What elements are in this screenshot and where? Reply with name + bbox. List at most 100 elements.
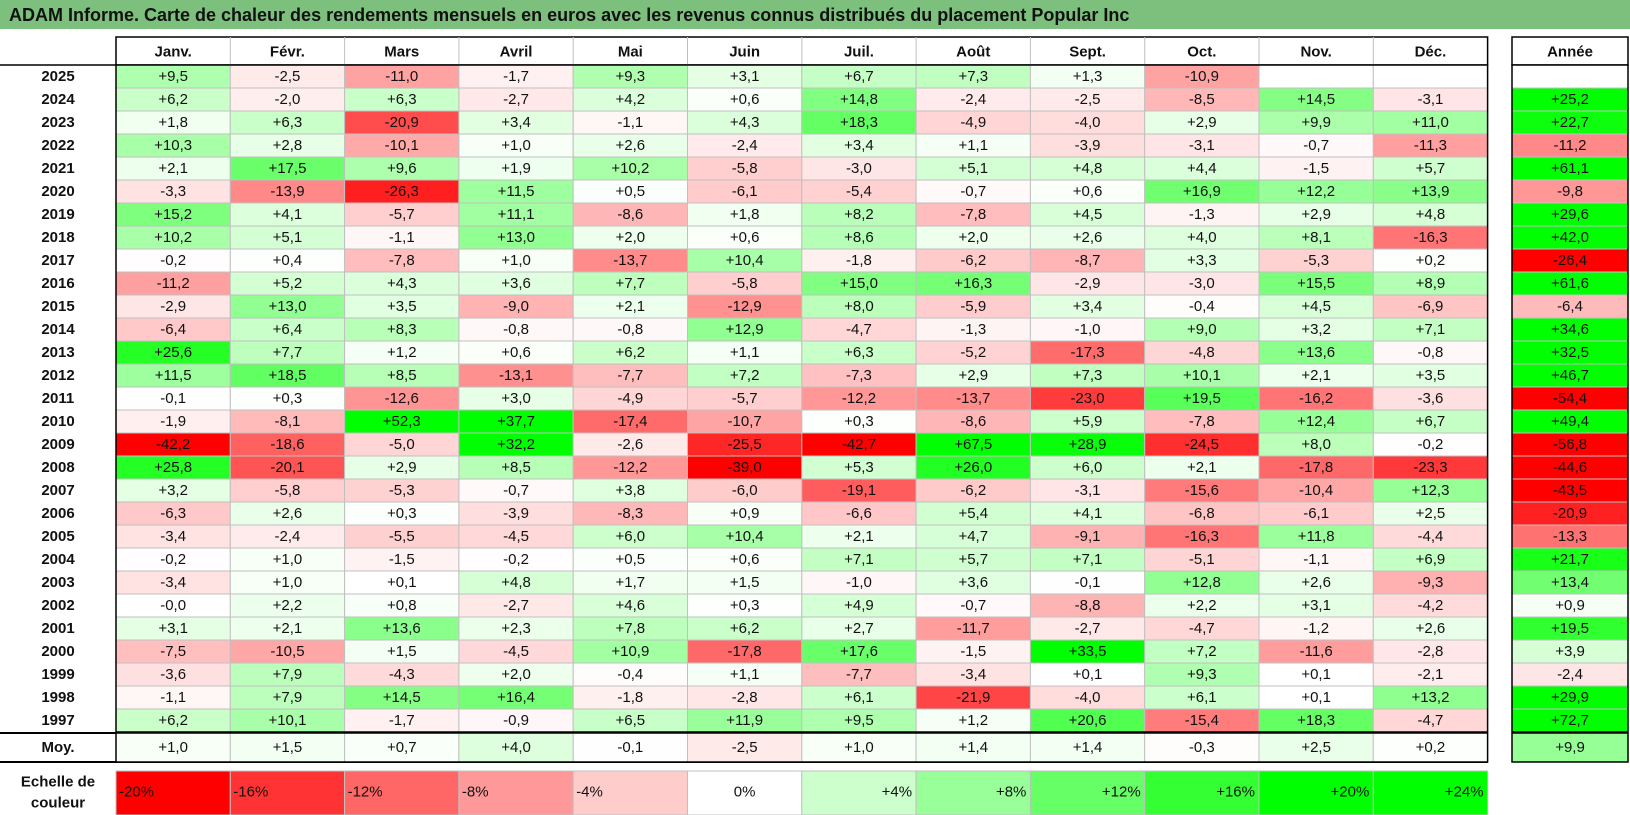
cell-value: -23,0 bbox=[1070, 390, 1104, 407]
cell-value: -1,9 bbox=[160, 413, 186, 430]
cell-value: +11,1 bbox=[498, 206, 535, 223]
year-label: 2017 bbox=[41, 252, 74, 269]
cell-value: -1,5 bbox=[389, 551, 415, 568]
month-header-0: Janv. bbox=[155, 44, 192, 61]
cell-value: +2,0 bbox=[616, 229, 646, 246]
cell-value: +0,2 bbox=[1416, 252, 1446, 269]
cell-value: -8,3 bbox=[617, 505, 643, 522]
cell-value: -2,5 bbox=[275, 68, 301, 85]
cell-value: -7,8 bbox=[389, 252, 415, 269]
cell-value: -3,4 bbox=[160, 574, 186, 591]
cell-value: +0,6 bbox=[1073, 183, 1103, 200]
avg-cell bbox=[1144, 732, 1260, 763]
cell-value: -4,4 bbox=[1418, 528, 1444, 545]
year-label: 2021 bbox=[41, 160, 74, 177]
annual-value: +21,7 bbox=[1551, 551, 1589, 568]
cell-value: +2,1 bbox=[273, 620, 303, 637]
month-header-11: Déc. bbox=[1415, 44, 1447, 61]
year-label: 2023 bbox=[41, 114, 74, 131]
cell-value: -2,4 bbox=[960, 91, 986, 108]
cell-value: +4,6 bbox=[616, 597, 646, 614]
cell-value: +1,9 bbox=[501, 160, 531, 177]
cell-value: -8,6 bbox=[960, 413, 986, 430]
year-label: 2001 bbox=[41, 620, 74, 637]
annual-value: -56,8 bbox=[1553, 436, 1587, 453]
cell-value: +7,7 bbox=[273, 344, 303, 361]
annual-value: +13,4 bbox=[1551, 574, 1589, 591]
cell-value: +25,6 bbox=[154, 344, 192, 361]
cell-value: +2,2 bbox=[1187, 597, 1217, 614]
month-header-10: Nov. bbox=[1300, 44, 1331, 61]
cell-value: +2,5 bbox=[1416, 505, 1446, 522]
cell-value: -0,0 bbox=[160, 597, 186, 614]
legend-swatch bbox=[1258, 770, 1374, 815]
legend-step-label: -12% bbox=[348, 784, 383, 801]
annual-value: +3,9 bbox=[1555, 643, 1585, 660]
cell-value: -3,0 bbox=[846, 160, 872, 177]
cell-value: +1,5 bbox=[730, 574, 760, 591]
cell-value: -2,7 bbox=[1075, 620, 1101, 637]
avg-value: -2,5 bbox=[732, 739, 758, 756]
cell-value: -8,7 bbox=[1075, 252, 1101, 269]
cell-value: -26,3 bbox=[385, 183, 419, 200]
cell-value: -0,2 bbox=[1418, 436, 1444, 453]
cell-value: +13,0 bbox=[268, 298, 306, 315]
cell-value: -39,0 bbox=[728, 459, 762, 476]
cell-value: -0,4 bbox=[1189, 298, 1215, 315]
cell-value: -1,2 bbox=[1303, 620, 1329, 637]
cell-value: +16,9 bbox=[1183, 183, 1221, 200]
annual-grid-border bbox=[1511, 64, 1629, 733]
cell-value: -13,1 bbox=[499, 367, 533, 384]
cell-value: +7,9 bbox=[273, 666, 303, 683]
legend-swatch bbox=[1372, 770, 1489, 815]
cell-value: -17,3 bbox=[1070, 344, 1104, 361]
cell-value: +2,6 bbox=[273, 505, 303, 522]
cell-value: +2,9 bbox=[387, 459, 417, 476]
cell-value: +67,5 bbox=[954, 436, 992, 453]
cell-value: +8,0 bbox=[1301, 436, 1331, 453]
cell-value: -24,5 bbox=[1185, 436, 1219, 453]
cell-value: +2,0 bbox=[958, 229, 988, 246]
cell-value: +8,1 bbox=[1301, 229, 1331, 246]
cell-value: -4,9 bbox=[960, 114, 986, 131]
cell-value: -20,1 bbox=[270, 459, 304, 476]
month-header-3: Avril bbox=[500, 44, 533, 61]
cell-value: +14,8 bbox=[840, 91, 878, 108]
annual-value: +61,6 bbox=[1551, 275, 1589, 292]
cell-value: -6,3 bbox=[160, 505, 186, 522]
cell-value: +3,8 bbox=[616, 482, 646, 499]
legend-swatch bbox=[458, 770, 574, 815]
cell-value: -3,4 bbox=[160, 528, 186, 545]
cell-value: -1,7 bbox=[503, 68, 529, 85]
month-header-8: Sept. bbox=[1069, 44, 1106, 61]
cell-value: +0,6 bbox=[501, 344, 531, 361]
cell-value: -3,0 bbox=[1189, 275, 1215, 292]
cell-value: -3,1 bbox=[1189, 137, 1215, 154]
legend-swatch bbox=[229, 770, 346, 815]
legend-swatch bbox=[915, 770, 1031, 815]
cell-value: -2,9 bbox=[160, 298, 186, 315]
cell-value: -1,7 bbox=[389, 712, 415, 729]
cell-value: -5,0 bbox=[389, 436, 415, 453]
cell-value: +17,6 bbox=[840, 643, 878, 660]
cell-value: -12,2 bbox=[613, 459, 647, 476]
cell-value: -4,7 bbox=[1189, 620, 1215, 637]
annual-value: +61,1 bbox=[1551, 160, 1589, 177]
cell-value: -15,4 bbox=[1185, 712, 1219, 729]
cell-value: +6,2 bbox=[616, 344, 646, 361]
cell-value: +0,3 bbox=[387, 505, 417, 522]
cell-value: -4,0 bbox=[1075, 689, 1101, 706]
cell-value: +6,0 bbox=[616, 528, 646, 545]
cell-value: +12,9 bbox=[726, 321, 764, 338]
year-label: 2022 bbox=[41, 137, 74, 154]
cell-value: -1,1 bbox=[1303, 551, 1329, 568]
cell-value: +2,0 bbox=[501, 666, 531, 683]
cell-value: +3,2 bbox=[158, 482, 188, 499]
cell-value: +7,2 bbox=[1187, 643, 1217, 660]
cell-value: +2,7 bbox=[844, 620, 874, 637]
cell-value: -1,0 bbox=[846, 574, 872, 591]
cell-value: -1,1 bbox=[617, 114, 643, 131]
avg-value: -0,1 bbox=[617, 739, 643, 756]
cell-value: +1,0 bbox=[273, 551, 303, 568]
year-label: 2007 bbox=[41, 482, 74, 499]
